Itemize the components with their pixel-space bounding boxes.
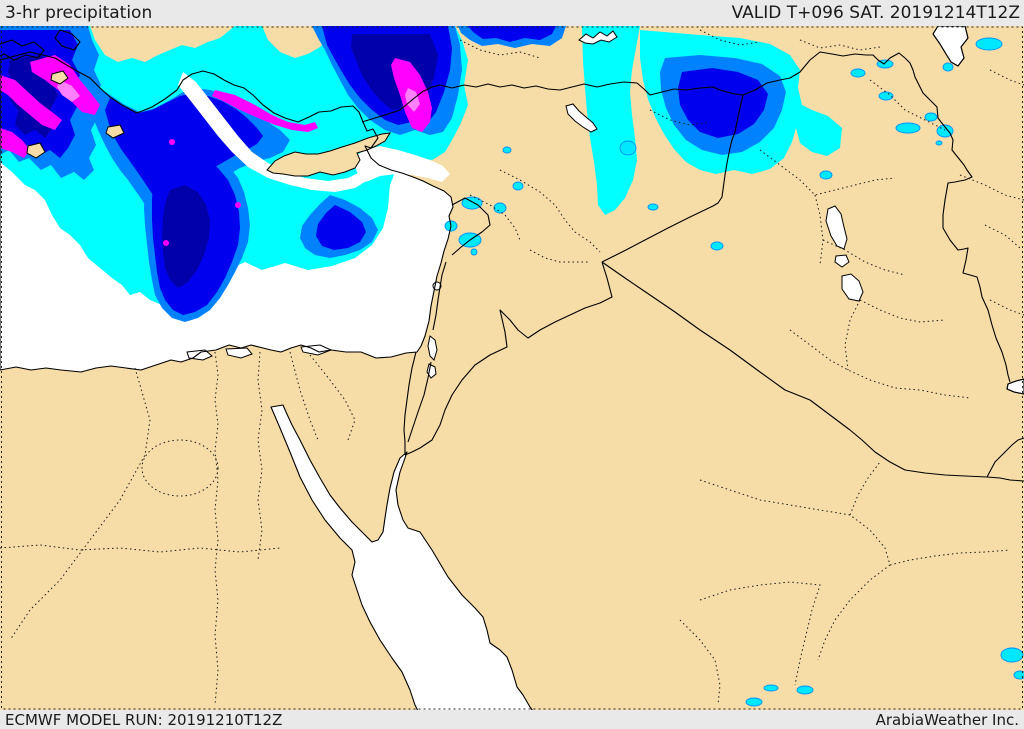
model-run-label: ECMWF MODEL RUN: 20191210T12Z bbox=[5, 710, 283, 729]
coastlines bbox=[0, 25, 1024, 712]
lakes bbox=[186, 30, 864, 379]
valid-time-label: VALID T+096 SAT. 20191214T12Z bbox=[731, 3, 1020, 23]
map-title: 3-hr precipitation bbox=[5, 3, 153, 23]
country-borders bbox=[361, 51, 1024, 482]
islands bbox=[26, 70, 391, 177]
precipitation-layers bbox=[0, 26, 842, 322]
header-bar: 3-hr precipitation VALID T+096 SAT. 2019… bbox=[0, 0, 1024, 26]
admin-boundaries bbox=[0, 29, 1024, 706]
small-precip-cells bbox=[444, 37, 1024, 707]
map-frame bbox=[1, 26, 1023, 710]
footer-bar: ECMWF MODEL RUN: 20191210T12Z ArabiaWeat… bbox=[0, 710, 1024, 729]
brand-label: ArabiaWeather Inc. bbox=[875, 710, 1019, 729]
cyprus-island bbox=[266, 132, 391, 177]
